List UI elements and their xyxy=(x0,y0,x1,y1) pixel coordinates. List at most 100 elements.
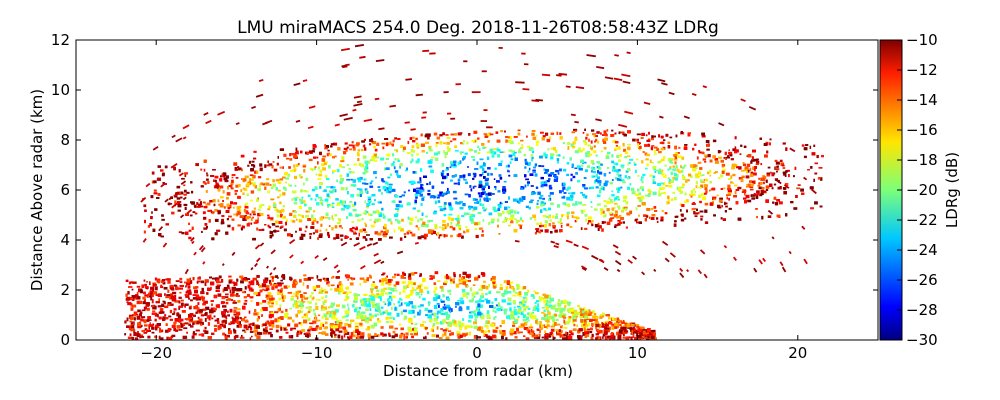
ldr-cell-upper xyxy=(535,140,540,143)
ldr-cell-upper xyxy=(417,181,421,184)
ldr-cell-upper xyxy=(493,151,497,155)
ldr-cell-upper xyxy=(266,164,271,167)
ldr-cell-upper xyxy=(614,141,619,144)
ldr-cell-upper xyxy=(422,221,426,225)
ldr-cell-upper xyxy=(720,188,723,190)
ldr-cell-upper xyxy=(330,145,333,148)
ldr-cell-upper xyxy=(599,190,602,194)
ldr-cell-upper xyxy=(315,194,319,198)
ldr-cell-upper xyxy=(568,192,571,195)
ldr-cell-upper xyxy=(647,193,651,197)
ldr-cell-lower xyxy=(337,326,343,329)
ldr-cell-upper xyxy=(456,201,461,205)
ldr-cell-upper xyxy=(387,176,391,179)
ldr-cell-upper xyxy=(667,145,671,149)
ldr-cell-upper xyxy=(272,183,277,187)
ldr-cell-upper xyxy=(744,189,747,194)
ldr-cell-upper xyxy=(598,171,603,175)
ldr-cell-upper xyxy=(726,156,730,159)
ldr-cell-upper xyxy=(516,200,519,203)
ldr-cell-upper xyxy=(457,221,460,224)
ldr-cell-upper xyxy=(578,165,581,169)
ldr-cell-upper xyxy=(414,201,417,205)
ldr-cell-upper xyxy=(282,186,286,190)
ldr-cell-upper xyxy=(308,207,312,211)
ldr-cell-upper xyxy=(371,194,376,197)
ldr-cell-upper xyxy=(312,219,317,222)
ldr-cell-upper xyxy=(249,178,251,182)
ldr-cell-upper xyxy=(640,178,643,181)
ldr-cell-upper xyxy=(185,231,189,235)
ldr-cell-upper xyxy=(540,184,544,188)
ldr-cell-upper xyxy=(393,229,396,233)
ldr-cell-lower xyxy=(410,289,414,294)
ldr-cell-upper xyxy=(377,186,381,188)
ldr-cell-upper xyxy=(222,200,224,202)
ldr-cell-upper xyxy=(433,212,437,215)
ldr-cell-upper xyxy=(648,216,651,219)
ldr-cell-upper xyxy=(310,226,315,229)
ldr-cell-upper xyxy=(744,193,746,196)
ldr-cell-upper xyxy=(690,175,693,178)
ldr-cell-upper xyxy=(669,136,673,139)
ldr-cell-upper xyxy=(476,161,479,165)
ldr-cell-upper xyxy=(294,155,298,159)
ldr-cell-upper xyxy=(651,138,654,141)
ldr-cell-upper xyxy=(382,186,387,190)
ldr-cell-upper xyxy=(616,177,621,181)
ldr-cell-upper xyxy=(395,208,400,210)
ldr-cell-upper xyxy=(613,214,616,218)
ldr-cell-upper xyxy=(715,160,719,164)
ldr-cell-upper xyxy=(408,189,410,192)
ldr-cell-upper xyxy=(171,211,175,215)
ldr-cell-upper xyxy=(785,213,788,217)
ldr-cell-upper xyxy=(294,184,297,187)
ldr-cell-upper xyxy=(192,211,196,213)
ldr-cell-upper xyxy=(707,154,711,158)
ldr-cell-upper xyxy=(386,229,389,233)
ldr-cell-upper xyxy=(700,179,703,183)
ldr-cell-upper xyxy=(319,229,322,232)
ldr-cell-upper xyxy=(776,214,781,218)
ldr-cell-upper xyxy=(754,166,757,169)
ldr-cell-upper xyxy=(240,227,243,231)
ldr-cell-upper xyxy=(598,225,602,229)
ldr-cell-upper xyxy=(562,189,564,193)
ldr-cell-upper xyxy=(366,190,369,194)
ldr-cell-upper xyxy=(622,207,626,211)
ldr-cell-upper xyxy=(162,182,165,185)
ldr-cell-upper xyxy=(582,193,586,196)
ldr-cell-upper xyxy=(611,154,614,158)
ldr-cell-upper xyxy=(401,218,404,222)
ldr-cell-upper xyxy=(548,136,552,139)
ldr-cell-upper xyxy=(640,137,644,139)
ldr-cell-upper xyxy=(762,175,765,178)
ldr-cell-lower xyxy=(452,319,456,324)
ldr-cell-upper xyxy=(667,177,670,179)
ldr-cell-upper xyxy=(402,149,405,153)
ldr-cell-upper xyxy=(527,181,530,184)
ldr-cell-upper xyxy=(617,199,621,201)
ldr-cell-upper xyxy=(809,145,812,149)
ldr-cell-upper xyxy=(233,162,238,166)
ldr-cell-upper xyxy=(674,145,677,150)
ldr-cell-upper xyxy=(469,216,472,219)
ldr-cell-upper xyxy=(356,142,360,146)
ldr-cell-upper xyxy=(502,186,506,190)
ldr-cell-upper xyxy=(258,229,262,231)
ldr-cell-upper xyxy=(295,230,297,233)
ldr-cell-upper xyxy=(457,178,461,182)
ldr-cell-upper xyxy=(406,152,411,154)
ldr-cell-upper xyxy=(532,170,536,173)
ldr-cell-upper xyxy=(639,186,644,190)
ldr-cell-upper xyxy=(638,192,641,196)
ldr-cell-upper xyxy=(669,160,672,163)
ldr-cell-upper xyxy=(205,190,208,193)
ldr-cell-upper xyxy=(464,212,467,216)
ldr-cell-upper xyxy=(574,137,578,141)
ldr-cell-upper xyxy=(619,174,622,177)
ldr-cell-upper xyxy=(498,174,502,177)
ldr-cell-upper xyxy=(636,158,639,161)
ldr-cell-upper xyxy=(749,180,752,183)
ldr-cell-upper xyxy=(590,221,593,225)
